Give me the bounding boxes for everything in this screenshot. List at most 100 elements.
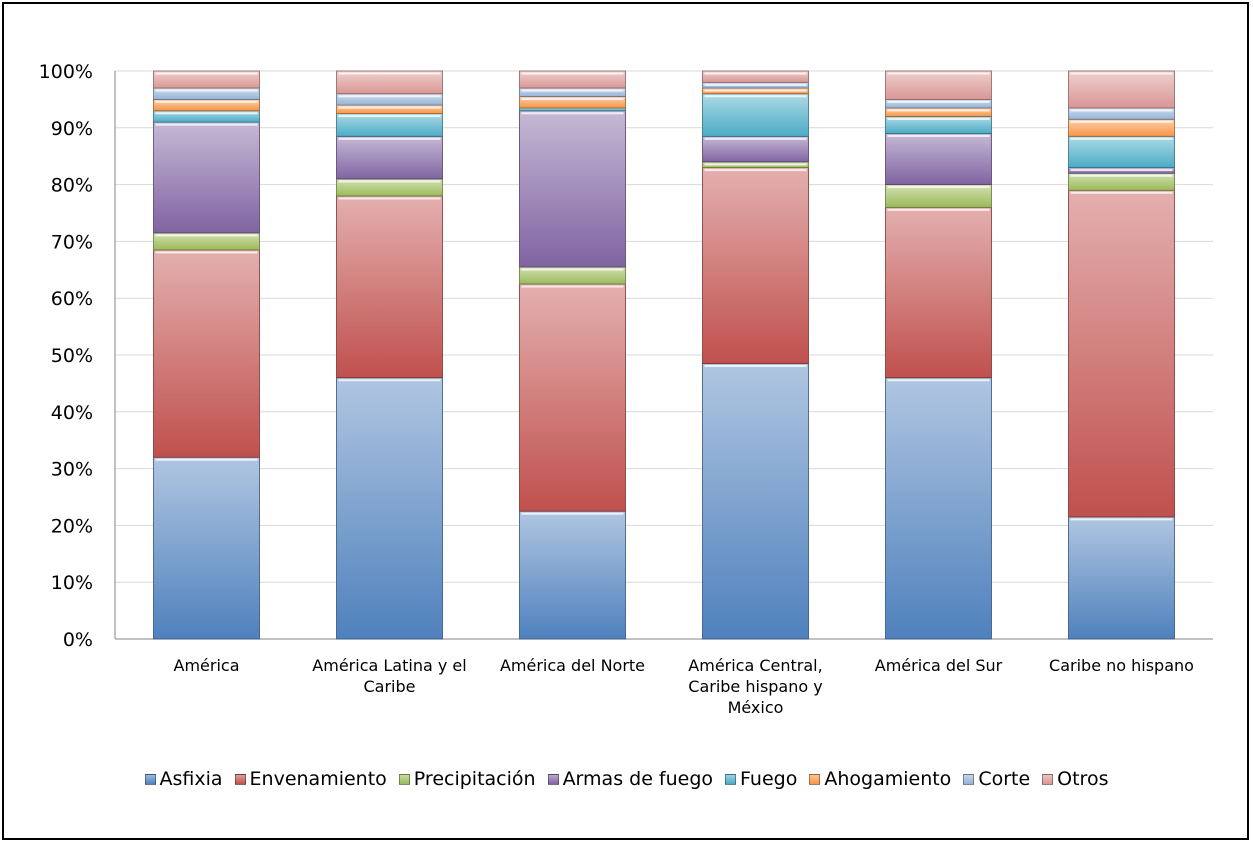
bar-segment-otros — [153, 70, 260, 89]
x-category-label: América Central, — [688, 656, 822, 675]
legend-label: Corte — [978, 768, 1031, 790]
y-axis: 0% 10% 20% 30% 40% 50% 60% 70% 80% 90% 100% — [39, 61, 1213, 651]
x-category-label: Caribe hispano y — [688, 677, 822, 696]
bar-segment-asfixia — [519, 510, 626, 640]
x-category-label: América Latina y el — [312, 656, 466, 675]
x-category-label: América del Sur — [875, 656, 1003, 675]
bar-segment-asfixia — [702, 363, 809, 640]
bar-segment-envenamiento — [1068, 189, 1175, 518]
bar-segment-corte — [885, 99, 992, 109]
bar-segment-highlight — [338, 137, 441, 140]
bar-segment-highlight — [1070, 109, 1173, 112]
legend-label: Ahogamiento — [824, 768, 952, 790]
legend-swatch — [725, 773, 737, 785]
bar-segment-highlight — [704, 89, 807, 92]
x-category-label: México — [728, 698, 784, 717]
y-tick-label: 0% — [63, 629, 93, 651]
bar-segment-highlight — [887, 186, 990, 189]
bar-segment-highlight — [338, 180, 441, 183]
bar-segment-highlight — [1070, 169, 1173, 172]
bar-segment-armas-de-fuego — [336, 135, 443, 180]
bar-segment-highlight — [887, 100, 990, 103]
bar-segment-highlight — [521, 112, 624, 115]
legend-item: Precipitación — [398, 768, 536, 790]
bar-segment-highlight — [1070, 137, 1173, 140]
legend-swatch — [963, 773, 975, 785]
bar-segment-highlight — [338, 379, 441, 382]
legend-swatch — [144, 773, 156, 785]
bar-segment-highlight — [521, 98, 624, 101]
grid-lines — [115, 70, 1213, 640]
bar-segment-otros — [885, 70, 992, 100]
x-category-label: Caribe — [364, 677, 416, 696]
bar-segment-highlight — [155, 251, 258, 254]
y-tick-label: 40% — [51, 402, 93, 424]
legend-swatch — [398, 773, 410, 785]
bar-segment-envenamiento — [519, 283, 626, 512]
legend-swatch — [809, 773, 821, 785]
bar-segment-asfixia — [1068, 516, 1175, 640]
bar-segment-highlight — [521, 512, 624, 515]
bar-segment-highlight — [155, 72, 258, 75]
legend-label: Otros — [1057, 768, 1109, 790]
bar-segment-highlight — [521, 89, 624, 92]
bar-segment-armas-de-fuego — [702, 135, 809, 163]
bar-segment-highlight — [704, 72, 807, 75]
bar-segment-fuego — [702, 93, 809, 137]
bar-segment-highlight — [1070, 191, 1173, 194]
legend-item: Corte — [963, 768, 1030, 790]
y-tick-label: 50% — [51, 345, 93, 367]
bar-segment-highlight — [1070, 174, 1173, 177]
bar-segment-fuego — [1068, 135, 1175, 168]
bar-segment-highlight — [521, 285, 624, 288]
bar-segment-highlight — [155, 234, 258, 237]
bar-segment-highlight — [1070, 120, 1173, 123]
legend-item: Armas de fuego — [547, 768, 713, 790]
bar-segment-armas-de-fuego — [885, 133, 992, 185]
bars — [153, 70, 1175, 640]
bar-segment-armas-de-fuego — [153, 121, 260, 234]
bar-segment-highlight — [887, 379, 990, 382]
x-category-label: América — [174, 656, 240, 675]
bar-segment-highlight — [887, 134, 990, 137]
x-category-label: América del Norte — [500, 656, 645, 675]
bar-segment-highlight — [521, 72, 624, 75]
bar-segment-highlight — [338, 197, 441, 200]
bar-segment-highlight — [338, 72, 441, 75]
bar-segment-highlight — [521, 268, 624, 271]
legend-item: Fuego — [725, 768, 797, 790]
y-tick-label: 90% — [51, 118, 93, 140]
bar-segment-corte — [519, 87, 626, 97]
bar-segment-ahogamiento — [885, 107, 992, 117]
bar-segment-highlight — [704, 83, 807, 86]
bar-segment-ahogamiento — [336, 104, 443, 115]
y-tick-label: 10% — [51, 572, 93, 594]
bar-segment-otros — [519, 70, 626, 89]
y-tick-label: 70% — [51, 231, 93, 253]
y-tick-label: 80% — [51, 175, 93, 197]
legend-item: Asfixia — [144, 768, 223, 790]
legend-item: Ahogamiento — [809, 768, 951, 790]
stacked-bar-chart: 0% 10% 20% 30% 40% 50% 60% 70% 80% 90% 100% Améric… — [39, 61, 1213, 717]
y-tick-label: 30% — [51, 459, 93, 481]
bar-segment-highlight — [338, 106, 441, 109]
legend-label: Fuego — [740, 768, 798, 790]
x-axis: América América Latina y el Caribe América … — [174, 656, 1194, 717]
bar-segment-envenamiento — [885, 206, 992, 379]
y-tick-label: 60% — [51, 288, 93, 310]
legend-swatch — [547, 773, 559, 785]
bar-segment-highlight — [704, 163, 807, 166]
bar-segment-otros — [702, 70, 809, 83]
bar-segment-highlight — [887, 109, 990, 112]
bar-segment-highlight — [887, 72, 990, 75]
legend-label: Envenamiento — [249, 768, 387, 790]
y-tick-label: 100% — [39, 61, 93, 83]
bar-segment-highlight — [155, 100, 258, 103]
y-tick-label: 20% — [51, 515, 93, 537]
bar-segment-envenamiento — [153, 249, 260, 458]
bar-segment-otros — [336, 70, 443, 95]
bar-segment-envenamiento — [702, 167, 809, 364]
bar-segment-fuego — [519, 107, 626, 112]
bar-segment-asfixia — [153, 456, 260, 640]
bar-segment-highlight — [1070, 72, 1173, 75]
